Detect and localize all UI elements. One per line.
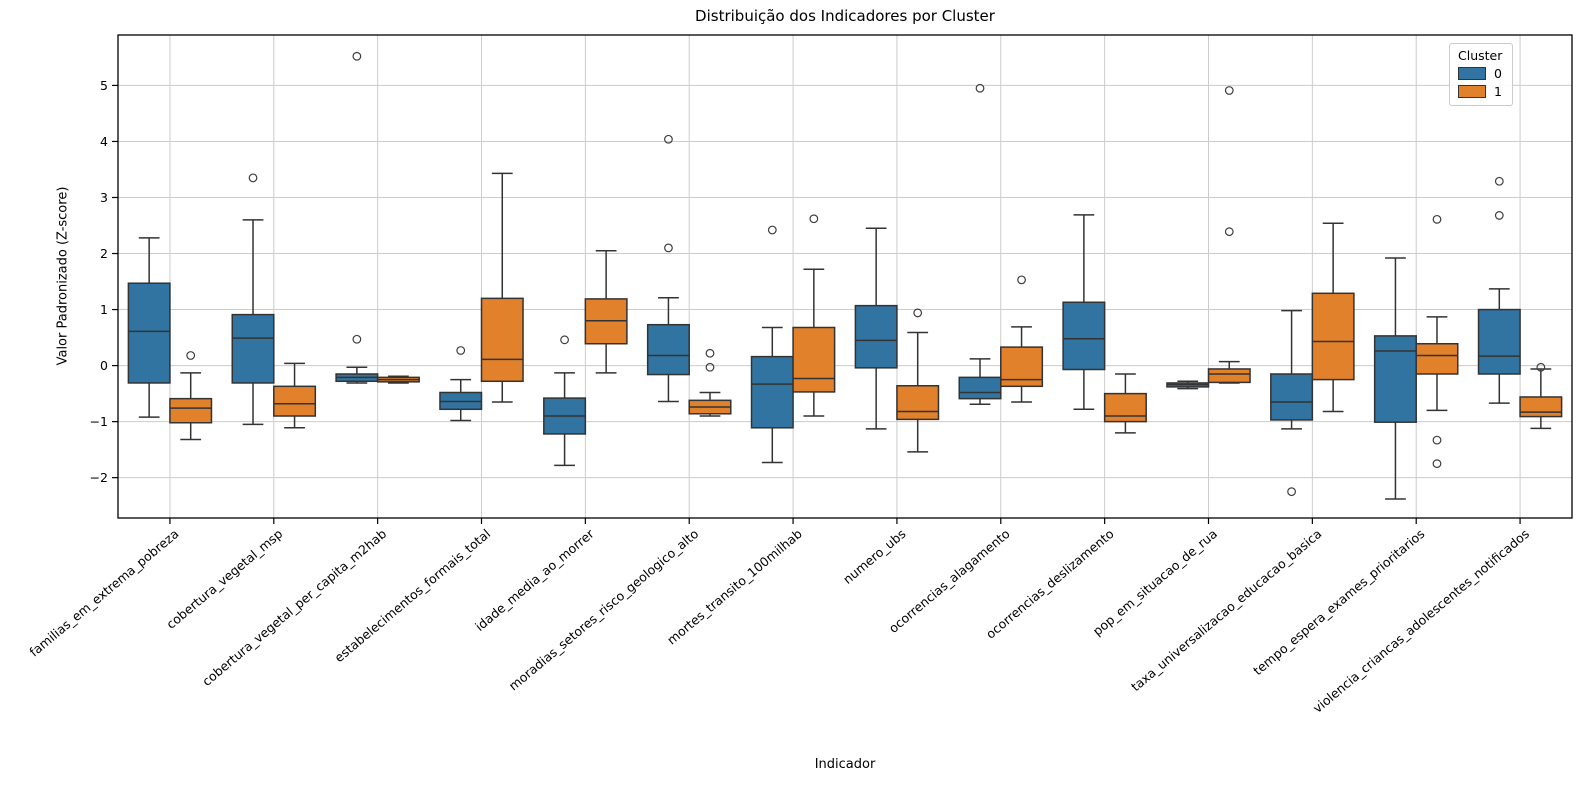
outlier-point <box>1494 211 1504 220</box>
box-cluster1 <box>1415 342 1459 375</box>
box-cluster0 <box>750 355 794 429</box>
outlier-point <box>664 134 673 144</box>
box-cluster1 <box>1103 392 1147 423</box>
y-tick-label: −1 <box>90 414 108 429</box>
y-tick-label: 4 <box>100 134 108 149</box>
box-cluster0 <box>1373 335 1417 423</box>
legend: Cluster 0 1 <box>1449 43 1514 106</box>
box-cluster1 <box>480 297 524 383</box>
outlier-point <box>352 334 362 344</box>
outlier-point <box>1432 435 1442 445</box>
chart-title: Distribuição dos Indicadores por Cluster <box>695 7 995 25</box>
y-tick-label: 2 <box>100 246 108 261</box>
box-cluster1 <box>273 385 317 417</box>
legend-item-cluster-0: 0 <box>1458 66 1502 81</box>
y-tick-label: 0 <box>100 358 108 373</box>
y-tick-label: −2 <box>90 470 108 485</box>
x-axis-label: Indicador <box>814 757 876 772</box>
outlier-point <box>560 335 569 345</box>
cluster-1-swatch <box>1458 85 1486 98</box>
box-cluster1 <box>1311 292 1355 381</box>
outlier-point <box>1494 176 1504 186</box>
outlier-point <box>1536 362 1546 372</box>
y-tick-label: 5 <box>100 78 108 93</box>
cluster-0-swatch <box>1458 67 1486 80</box>
plot-border <box>117 34 1573 519</box>
box-cluster1 <box>792 326 836 393</box>
outlier-point <box>456 346 466 355</box>
legend-title: Cluster <box>1458 48 1503 63</box>
y-tick-label: 3 <box>100 190 108 205</box>
box-cluster0 <box>854 304 898 369</box>
outlier-point <box>664 243 673 253</box>
outlier-point <box>248 173 258 183</box>
outlier-point <box>1224 227 1234 237</box>
outlier-point <box>1287 487 1296 497</box>
outlier-point <box>809 214 819 224</box>
outlier-point <box>1432 214 1442 224</box>
box-cluster1 <box>1207 368 1251 384</box>
legend-item-label: 1 <box>1494 84 1502 99</box>
outlier-point <box>352 51 362 61</box>
box-cluster1 <box>1000 346 1044 388</box>
box-cluster0 <box>1477 308 1521 375</box>
box-cluster0 <box>646 323 690 376</box>
outlier-point <box>705 348 715 358</box>
box-cluster0 <box>1062 301 1106 371</box>
box-cluster1 <box>1519 396 1563 418</box>
box-cluster0 <box>231 313 275 384</box>
outlier-point <box>1017 275 1026 285</box>
outlier-point <box>1432 459 1442 469</box>
box-cluster0 <box>127 282 171 384</box>
outlier-point <box>767 225 777 235</box>
outlier-point <box>1224 86 1234 95</box>
legend-item-label: 0 <box>1494 66 1502 81</box>
outlier-point <box>186 351 196 360</box>
box-cluster0 <box>958 376 1002 400</box>
box-cluster1 <box>169 397 213 424</box>
box-cluster0 <box>1270 373 1314 421</box>
box-cluster1 <box>896 385 940 421</box>
outlier-point <box>975 83 985 93</box>
outlier-point <box>705 362 715 372</box>
outlier-point <box>913 308 923 318</box>
y-tick-label: 1 <box>100 302 108 317</box>
legend-item-cluster-1: 1 <box>1458 84 1502 99</box>
